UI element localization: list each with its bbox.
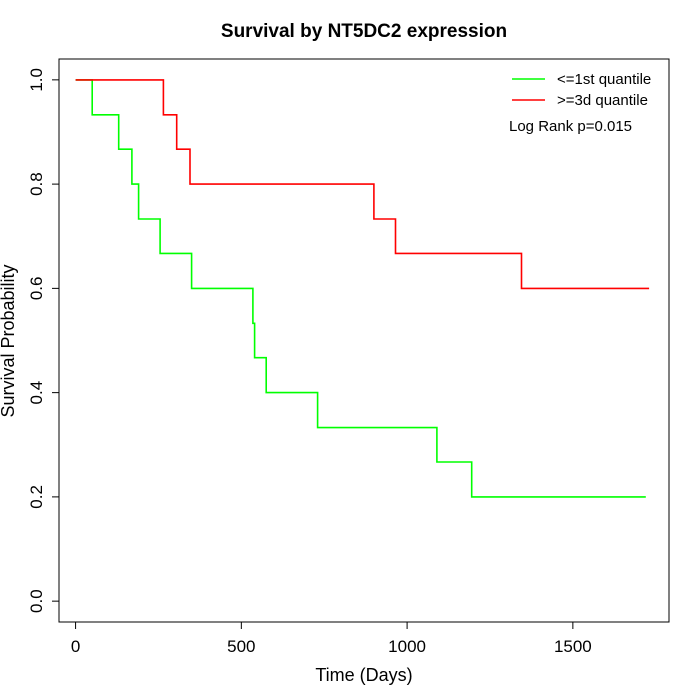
y-tick-label: 1.0 <box>27 68 46 92</box>
plot-frame <box>58 58 670 623</box>
log-rank-annotation: Log Rank p=0.015 <box>509 118 632 135</box>
y-tick-label: 0.0 <box>27 589 46 613</box>
chart-title: Survival by NT5DC2 expression <box>221 21 507 42</box>
x-tick-label: 0 <box>71 637 80 656</box>
survival-curve-1 <box>75 79 646 498</box>
x-axis: 0 500 1000 1500 <box>71 621 592 656</box>
x-tick-label: 1500 <box>554 637 592 656</box>
y-axis: 0.0 0.2 0.4 0.6 0.8 1.0 <box>27 68 60 613</box>
survival-curve-2 <box>75 79 650 290</box>
x-tick-label: 1000 <box>388 637 426 656</box>
y-tick-label: 0.6 <box>27 277 46 301</box>
legend: <=1st quantile >=3d quantile <box>512 71 651 109</box>
x-axis-label: Time (Days) <box>315 665 412 685</box>
y-tick-label: 0.8 <box>27 172 46 196</box>
y-axis-label: Survival Probability <box>0 264 18 417</box>
legend-label: >=3d quantile <box>557 92 648 109</box>
y-tick-label: 0.2 <box>27 485 46 509</box>
x-tick-label: 500 <box>227 637 255 656</box>
legend-label: <=1st quantile <box>557 71 651 88</box>
series-layer <box>75 79 650 498</box>
y-tick-label: 0.4 <box>27 381 46 405</box>
